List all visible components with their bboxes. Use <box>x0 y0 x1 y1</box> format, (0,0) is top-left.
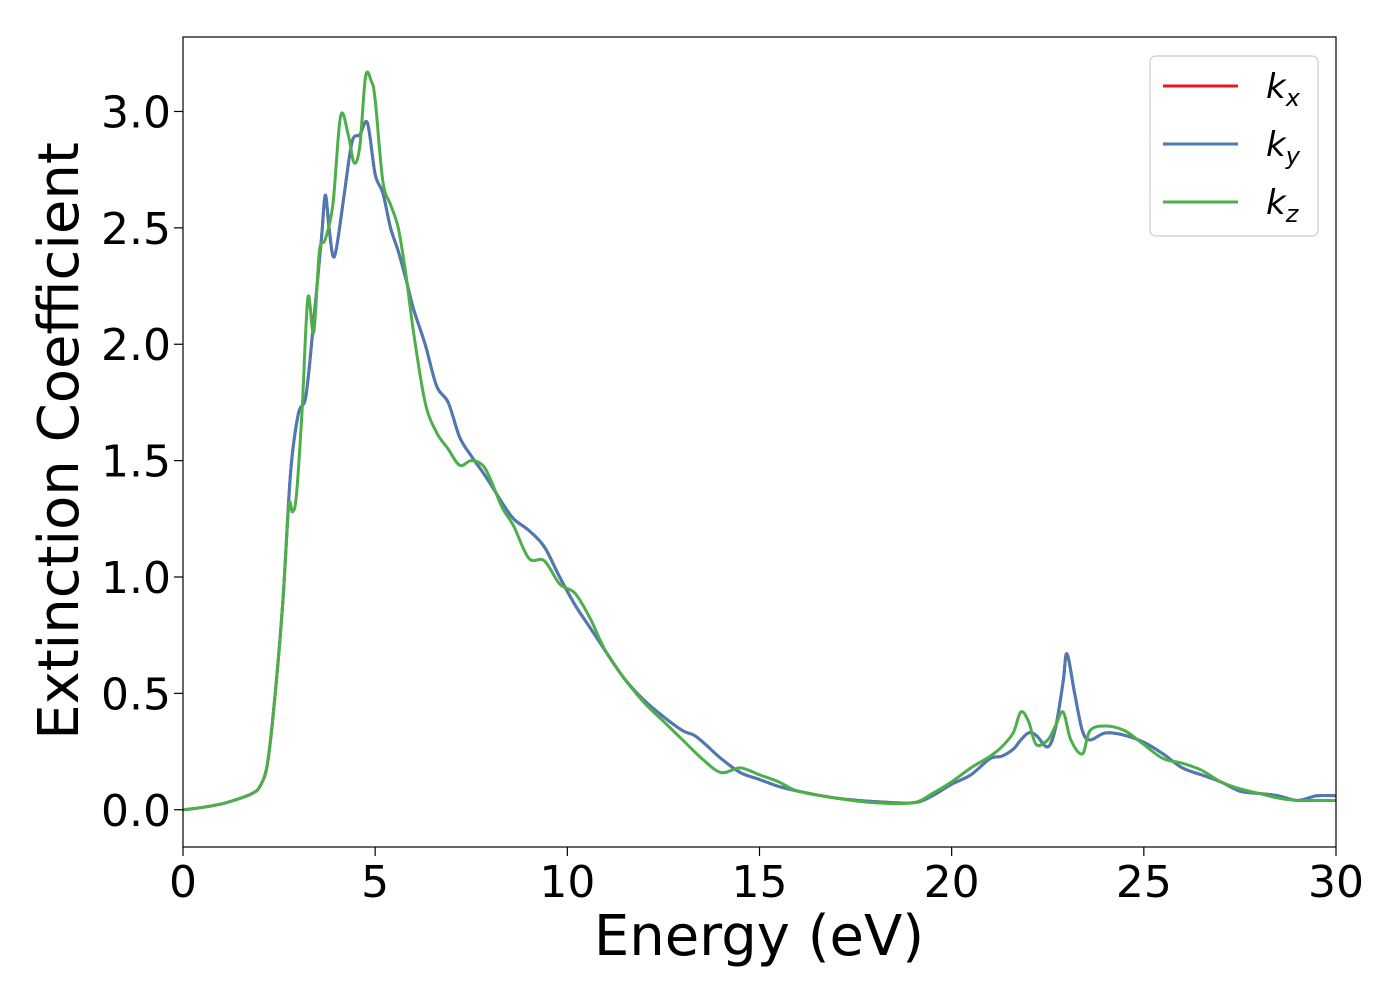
x-axis-title: Energy (eV) <box>594 904 924 969</box>
y-tick-label: 0.0 <box>101 786 171 837</box>
x-tick-label: 0 <box>169 857 197 908</box>
y-tick-label: 3.0 <box>101 87 171 138</box>
x-tick-label: 30 <box>1308 857 1364 908</box>
legend-label-y: ky <box>1266 125 1301 170</box>
y-tick-label: 0.5 <box>101 669 171 720</box>
legend-label-x: kx <box>1266 67 1301 112</box>
legend-box <box>1149 55 1319 237</box>
y-tick-label: 2.0 <box>101 320 171 371</box>
y-tick-label: 1.5 <box>101 437 171 488</box>
y-tick-label: 1.0 <box>101 553 171 604</box>
series-line-z <box>183 70 1336 812</box>
series-lines <box>183 70 1336 812</box>
x-tick-label: 5 <box>361 857 389 908</box>
plot-area <box>183 70 1336 812</box>
x-tick-label: 25 <box>1116 857 1172 908</box>
legend-label-z: kz <box>1266 183 1300 228</box>
y-tick-label: 2.5 <box>101 204 171 255</box>
x-tick-label: 15 <box>732 857 788 908</box>
x-tick-label: 10 <box>539 857 595 908</box>
legend: kx ky kz <box>1149 55 1319 237</box>
axes: 0 5 10 15 20 25 30 0.0 0.5 1.0 1.5 2.0 2.5 3.0 <box>101 36 1364 908</box>
y-axis-title: Extinction Coefficient <box>27 142 92 740</box>
x-tick-label: 20 <box>924 857 980 908</box>
